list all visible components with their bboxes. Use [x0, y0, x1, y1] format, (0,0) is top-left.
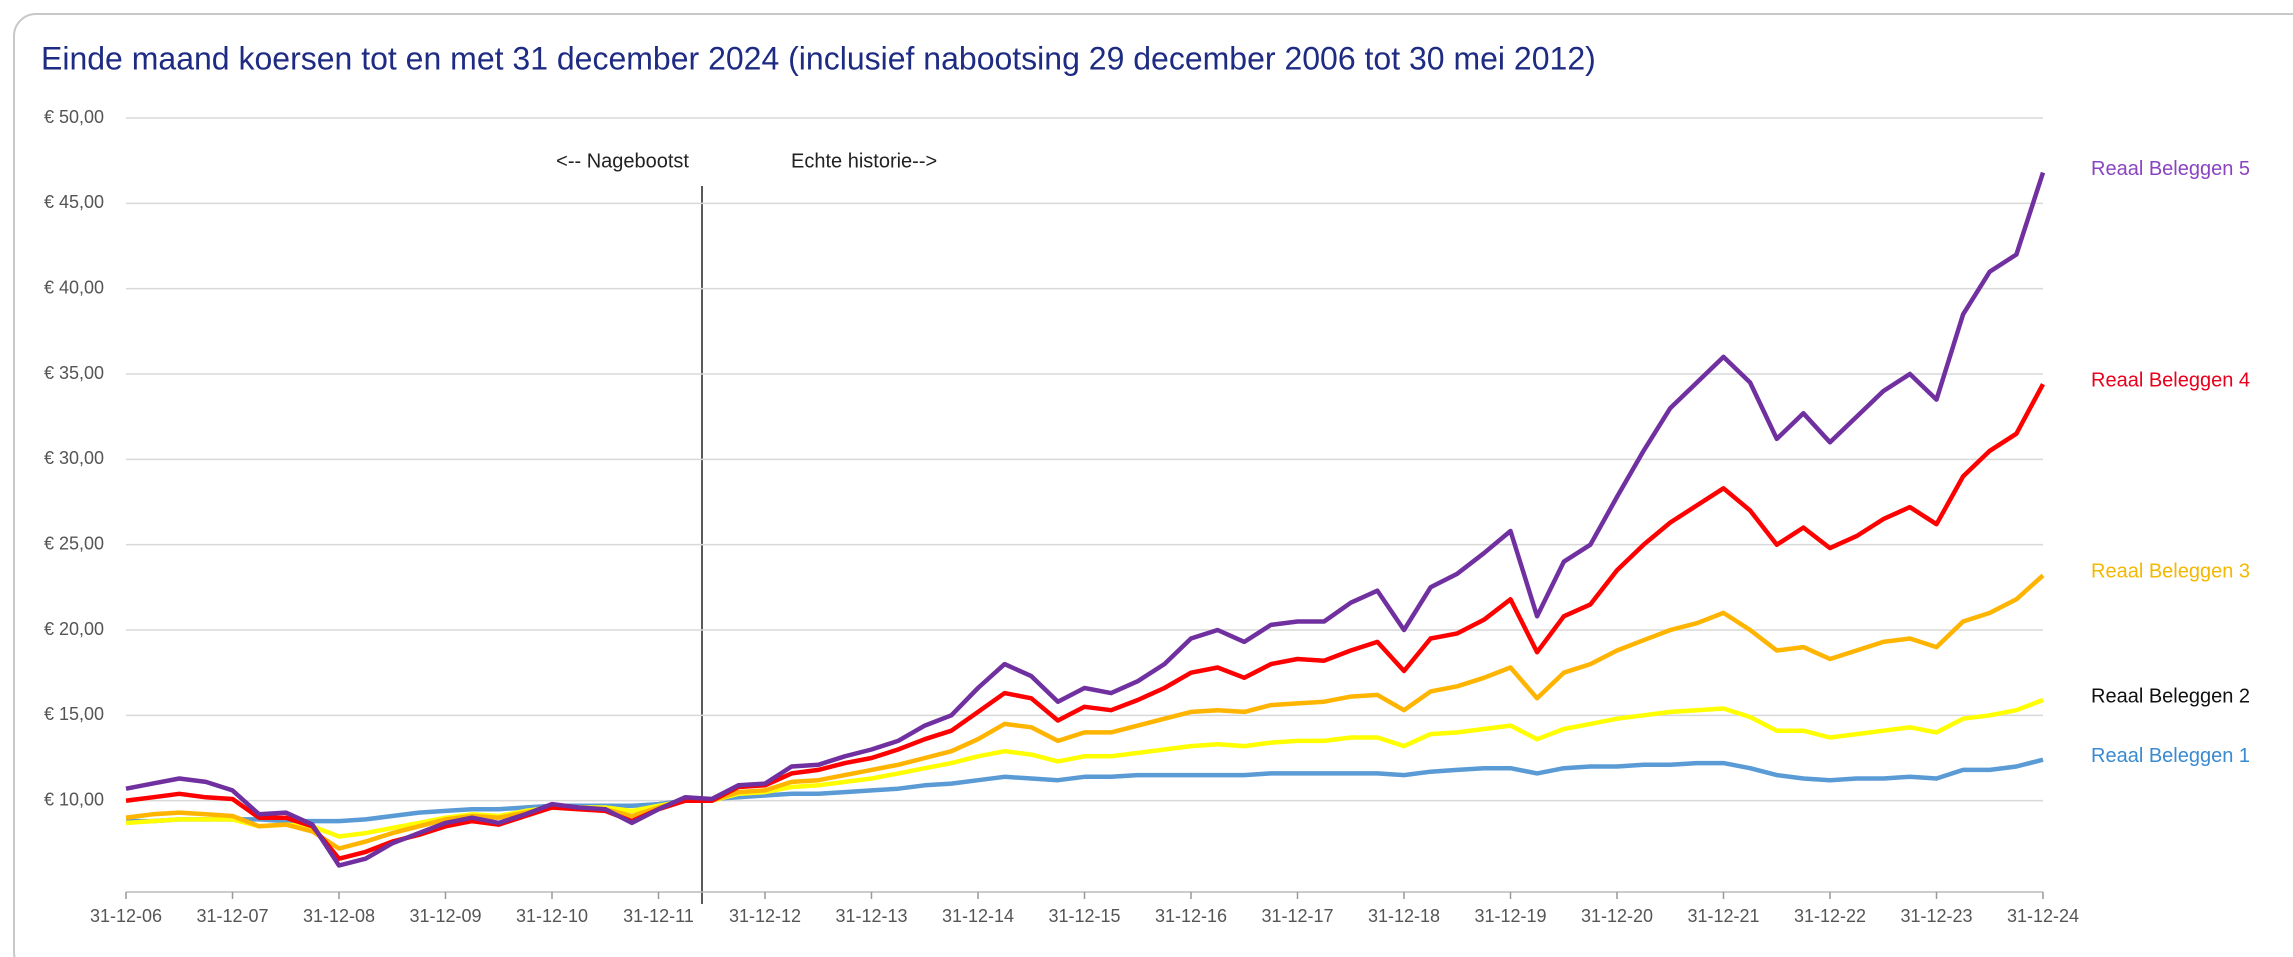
legend-label: Reaal Beleggen 1: [2091, 745, 2250, 767]
y-tick-label: € 25,00: [44, 533, 104, 553]
series-line: [126, 757, 2044, 824]
y-tick-label: € 40,00: [44, 277, 104, 297]
x-tick-label: 31-12-22: [1794, 906, 1866, 926]
legend-label: Reaal Beleggen 4: [2091, 370, 2250, 392]
x-tick-label: 31-12-17: [1261, 906, 1333, 926]
series-line: [125, 383, 2045, 861]
x-tick-label: 31-12-08: [303, 906, 375, 926]
x-tick-label: 31-12-07: [196, 906, 268, 926]
y-tick-label: € 15,00: [44, 704, 104, 724]
legend-label: Reaal Beleggen 5: [2091, 158, 2250, 180]
x-tick-label: 31-12-14: [942, 906, 1014, 926]
y-tick-label: € 45,00: [44, 192, 104, 212]
x-tick-label: 31-12-23: [1900, 906, 1972, 926]
annotation: <-- Nagebootst: [556, 150, 689, 172]
x-tick-label: 31-12-21: [1687, 906, 1759, 926]
chart-title: Einde maand koersen tot en met 31 decemb…: [41, 40, 1596, 76]
x-tick-label: 31-12-16: [1155, 906, 1227, 926]
y-tick-label: € 35,00: [44, 363, 104, 383]
x-tick-label: 31-12-10: [516, 906, 588, 926]
x-tick-label: 31-12-20: [1581, 906, 1653, 926]
x-tick-label: 31-12-19: [1474, 906, 1546, 926]
x-tick-label: 31-12-12: [729, 906, 801, 926]
y-tick-label: € 30,00: [44, 448, 104, 468]
x-tick-label: 31-12-09: [409, 906, 481, 926]
y-tick-label: € 20,00: [44, 619, 104, 639]
series-line: [125, 573, 2045, 851]
annotation: Echte historie-->: [791, 150, 937, 172]
legend-label: Reaal Beleggen 3: [2091, 561, 2250, 583]
legend-label: Reaal Beleggen 2: [2091, 685, 2250, 707]
y-tick-label: € 10,00: [44, 789, 104, 809]
x-tick-label: 31-12-06: [90, 906, 162, 926]
x-tick-label: 31-12-24: [2007, 906, 2079, 926]
y-tick-label: € 50,00: [44, 107, 104, 127]
x-tick-label: 31-12-15: [1048, 906, 1120, 926]
series-line: [125, 171, 2046, 868]
x-tick-label: 31-12-18: [1368, 906, 1440, 926]
x-tick-label: 31-12-13: [835, 906, 907, 926]
card: [13, 13, 2293, 957]
x-tick-label: 31-12-11: [623, 906, 694, 926]
grid: [126, 117, 2043, 802]
